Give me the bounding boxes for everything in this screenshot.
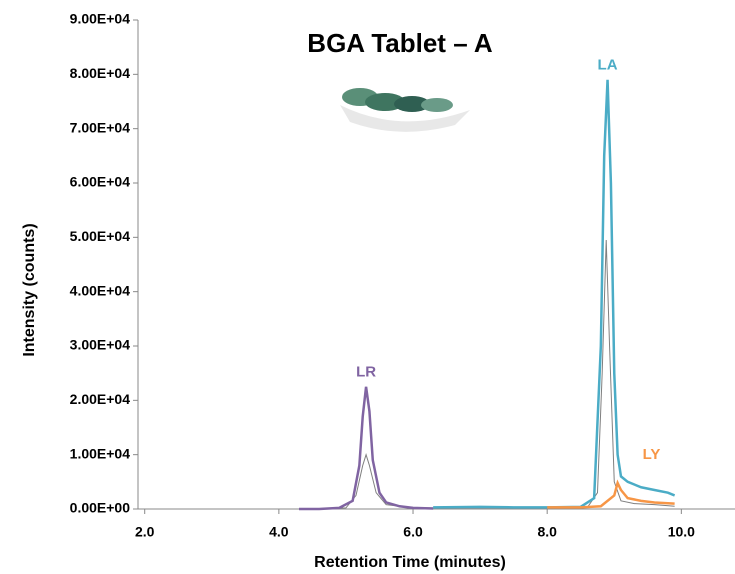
x-tick-label: 8.0 bbox=[537, 524, 557, 540]
chart-title: BGA Tablet – A bbox=[307, 28, 493, 58]
y-tick-label: 7.00E+04 bbox=[70, 119, 131, 135]
series-label: LR bbox=[356, 364, 376, 381]
tablet-image bbox=[340, 88, 470, 132]
chart: BGA Tablet – A Retention Time (minutes) … bbox=[0, 0, 735, 574]
y-tick-label: 1.00E+04 bbox=[70, 445, 131, 461]
x-tick-label: 4.0 bbox=[269, 524, 289, 540]
x-tick-label: 2.0 bbox=[135, 524, 155, 540]
x-axis-label: Retention Time (minutes) bbox=[314, 554, 506, 571]
series-line bbox=[433, 80, 674, 508]
y-tick-label: 6.00E+04 bbox=[70, 174, 131, 190]
series-label: LA bbox=[598, 57, 618, 74]
x-tick-label: 10.0 bbox=[668, 524, 695, 540]
y-tick-label: 5.00E+04 bbox=[70, 228, 131, 244]
y-tick-label: 4.00E+04 bbox=[70, 282, 131, 298]
y-tick-label: 0.00E+00 bbox=[70, 500, 131, 516]
y-tick-label: 8.00E+04 bbox=[70, 65, 131, 81]
series-label: LY bbox=[643, 446, 661, 463]
y-tick-label: 2.00E+04 bbox=[70, 391, 131, 407]
y-tick-label: 3.00E+04 bbox=[70, 337, 131, 353]
x-tick-label: 6.0 bbox=[403, 524, 423, 540]
series-line bbox=[547, 483, 674, 507]
y-tick-label: 9.00E+04 bbox=[70, 11, 131, 27]
series-line bbox=[299, 387, 433, 509]
y-axis-label: Intensity (counts) bbox=[21, 223, 38, 356]
